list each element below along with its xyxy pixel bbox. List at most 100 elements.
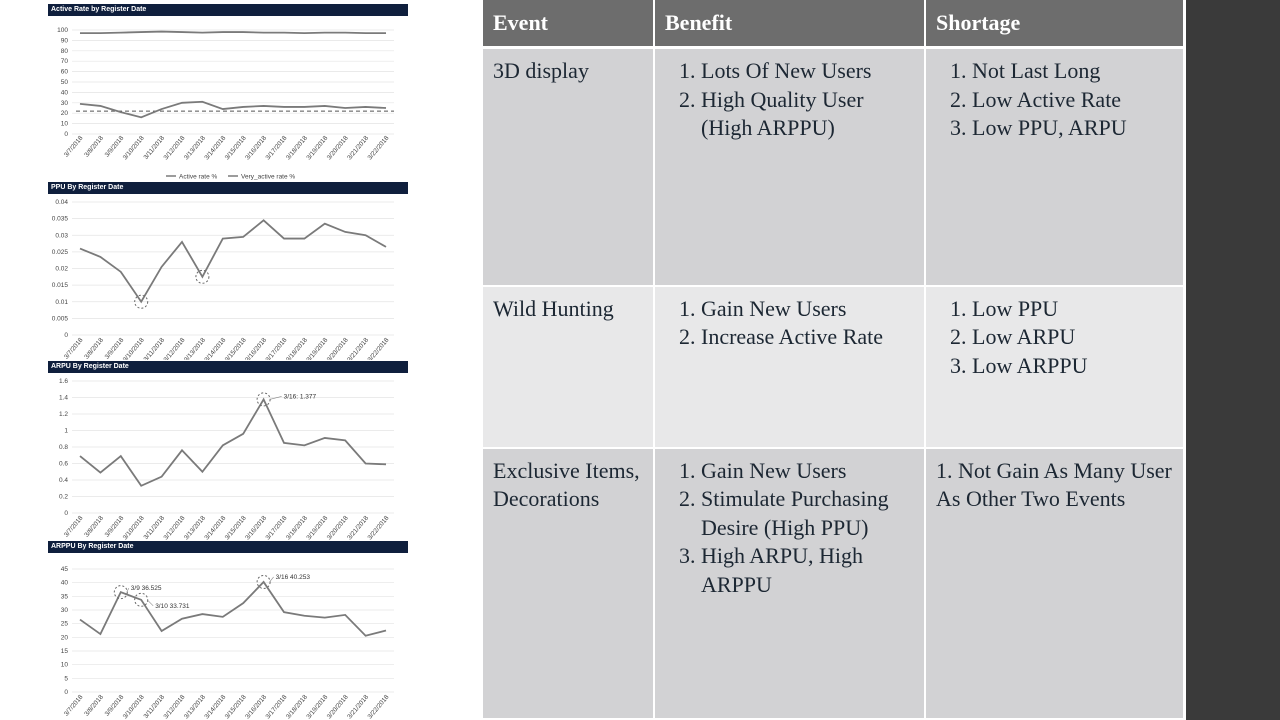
highlight-circle (195, 269, 210, 284)
highlight-circle (134, 592, 149, 607)
x-tick-label: 3/14/2018 (203, 336, 227, 360)
table-row: Exclusive Items, Decorations Gain New Us… (483, 447, 1183, 720)
ppu-plot: 0.04 0.035 0.03 0.025 0.02 0.015 0.01 0.005 03/7… (52, 199, 394, 360)
series-line (79, 100, 387, 119)
y-tick-label: 0 (64, 332, 68, 339)
arpu-chart: ARPU By Register Date 1.6 1.4 1.2 1 0.8 0.6 0.… (48, 361, 408, 540)
y-tick-label: 30 (61, 100, 69, 107)
list-item: High ARPU, High ARPPU (701, 542, 914, 599)
table-row: 3D display Lots Of New Users High Qualit… (483, 47, 1183, 287)
series-line (79, 397, 387, 487)
x-tick-label: 3/22/2018 (367, 514, 391, 540)
highlight-circle (256, 574, 271, 589)
ppu-chart: PPU By Register Date 0.04 0.035 0.03 0.025 0… (48, 182, 408, 360)
list-item: Low ARPU (972, 323, 1173, 352)
y-tick-label: 100 (57, 27, 68, 34)
x-tick-label: 3/7/2018 (63, 693, 85, 717)
annotation-leader (269, 576, 274, 583)
y-tick-label: 5 (64, 675, 68, 682)
y-tick-label: 1.6 (59, 378, 68, 385)
y-tick-label: 10 (61, 121, 69, 128)
header-shortage: Shortage (925, 0, 1183, 49)
x-tick-label: 3/12/2018 (163, 336, 187, 360)
shortage-cell: 1. Not Gain As Many User As Other Two Ev… (925, 447, 1183, 720)
y-tick-label: 20 (61, 634, 69, 641)
y-tick-label: 30 (61, 607, 69, 614)
y-tick-label: 10 (61, 662, 69, 669)
series-line (79, 219, 387, 304)
y-tick-label: 0.2 (59, 494, 68, 501)
legend-label: Active rate % (179, 174, 218, 181)
shortage-text: 1. Not Gain As Many User As Other Two Ev… (936, 457, 1172, 512)
y-tick-label: 0.035 (52, 216, 69, 223)
x-tick-label: 3/22/2018 (367, 134, 391, 161)
y-tick-label: 50 (61, 79, 69, 86)
y-tick-label: 0.4 (59, 477, 68, 484)
x-tick-label: 3/7/2018 (63, 134, 85, 158)
table-header-row: Event Benefit Shortage (483, 0, 1183, 49)
y-tick-label: 60 (61, 69, 69, 76)
y-tick-label: 1.4 (59, 395, 68, 402)
y-tick-label: 40 (61, 89, 69, 96)
chart-title: ARPU By Register Date (48, 361, 408, 373)
annotation-leader (126, 588, 130, 593)
y-tick-label: 0.03 (55, 232, 68, 239)
y-tick-label: 0.6 (59, 461, 68, 468)
x-tick-label: 3/8/2018 (83, 134, 105, 158)
y-tick-label: 0.015 (52, 282, 69, 289)
x-tick-label: 3/18/2018 (285, 336, 309, 360)
list-item: Not Last Long (972, 57, 1173, 86)
list-item: Low PPU (972, 295, 1173, 324)
y-tick-label: 45 (61, 566, 69, 573)
header-event: Event (483, 0, 655, 49)
y-tick-label: 40 (61, 580, 69, 587)
chart-title: ARPPU By Register Date (48, 541, 408, 553)
legend-label: Very_active rate % (241, 174, 295, 181)
annotation-leader (146, 599, 154, 607)
x-tick-label: 3/7/2018 (63, 514, 85, 538)
y-tick-label: 25 (61, 621, 69, 628)
list-item: Low PPU, ARPU (972, 114, 1173, 143)
x-tick-label: 3/16/2018 (244, 336, 268, 360)
x-tick-label: 3/8/2018 (83, 514, 105, 538)
x-tick-label: 3/22/2018 (367, 336, 391, 360)
x-tick-label: 3/10/2018 (122, 336, 146, 360)
y-tick-label: 90 (61, 37, 69, 44)
chart-title: Active Rate by Register Date (48, 4, 408, 16)
x-tick-label: 3/15/2018 (224, 336, 248, 360)
y-tick-label: 0.8 (59, 444, 68, 451)
x-tick-label: 3/9/2018 (104, 336, 126, 360)
list-item: Low ARPPU (972, 352, 1173, 381)
y-tick-label: 0.01 (55, 299, 68, 306)
event-comparison-table: Event Benefit Shortage 3D display Lots O… (483, 0, 1183, 720)
shortage-cell: Low PPU Low ARPU Low ARPPU (925, 285, 1183, 449)
annotation-label: 3/9 36.525 (131, 585, 162, 592)
x-tick-label: 3/7/2018 (63, 336, 85, 360)
y-tick-label: 0 (64, 689, 68, 696)
y-tick-label: 0 (64, 131, 68, 138)
list-item: High Quality User (High ARPPU) (701, 86, 914, 143)
y-tick-label: 1.2 (59, 411, 68, 418)
x-tick-label: 3/17/2018 (265, 336, 289, 360)
y-tick-label: 0 (64, 510, 68, 517)
x-tick-label: 3/22/2018 (367, 693, 391, 720)
x-tick-label: 3/19/2018 (305, 336, 329, 360)
y-tick-label: 0.02 (55, 266, 68, 273)
annotation-label: 3/10 33.731 (155, 603, 190, 610)
x-tick-label: 3/11/2018 (142, 336, 166, 360)
benefit-cell: Gain New Users Increase Active Rate (654, 285, 926, 449)
x-tick-label: 3/8/2018 (83, 693, 105, 717)
event-cell: 3D display (483, 47, 655, 287)
y-tick-label: 0.025 (52, 249, 69, 256)
y-tick-label: 80 (61, 48, 69, 55)
list-item: Gain New Users (701, 295, 914, 324)
arppu-chart: ARPPU By Register Date 45 40 35 30 25 20 15 10 5… (48, 541, 408, 720)
x-tick-label: 3/8/2018 (83, 336, 105, 360)
arppu-plot: 4540353025201510503/7/20183/8/20183/9/20… (61, 566, 394, 720)
shortage-cell: Not Last Long Low Active Rate Low PPU, A… (925, 47, 1183, 287)
side-bar (1186, 0, 1280, 720)
annotation-leader (269, 396, 282, 400)
list-item: Gain New Users (701, 457, 914, 486)
highlight-circle (134, 294, 149, 309)
